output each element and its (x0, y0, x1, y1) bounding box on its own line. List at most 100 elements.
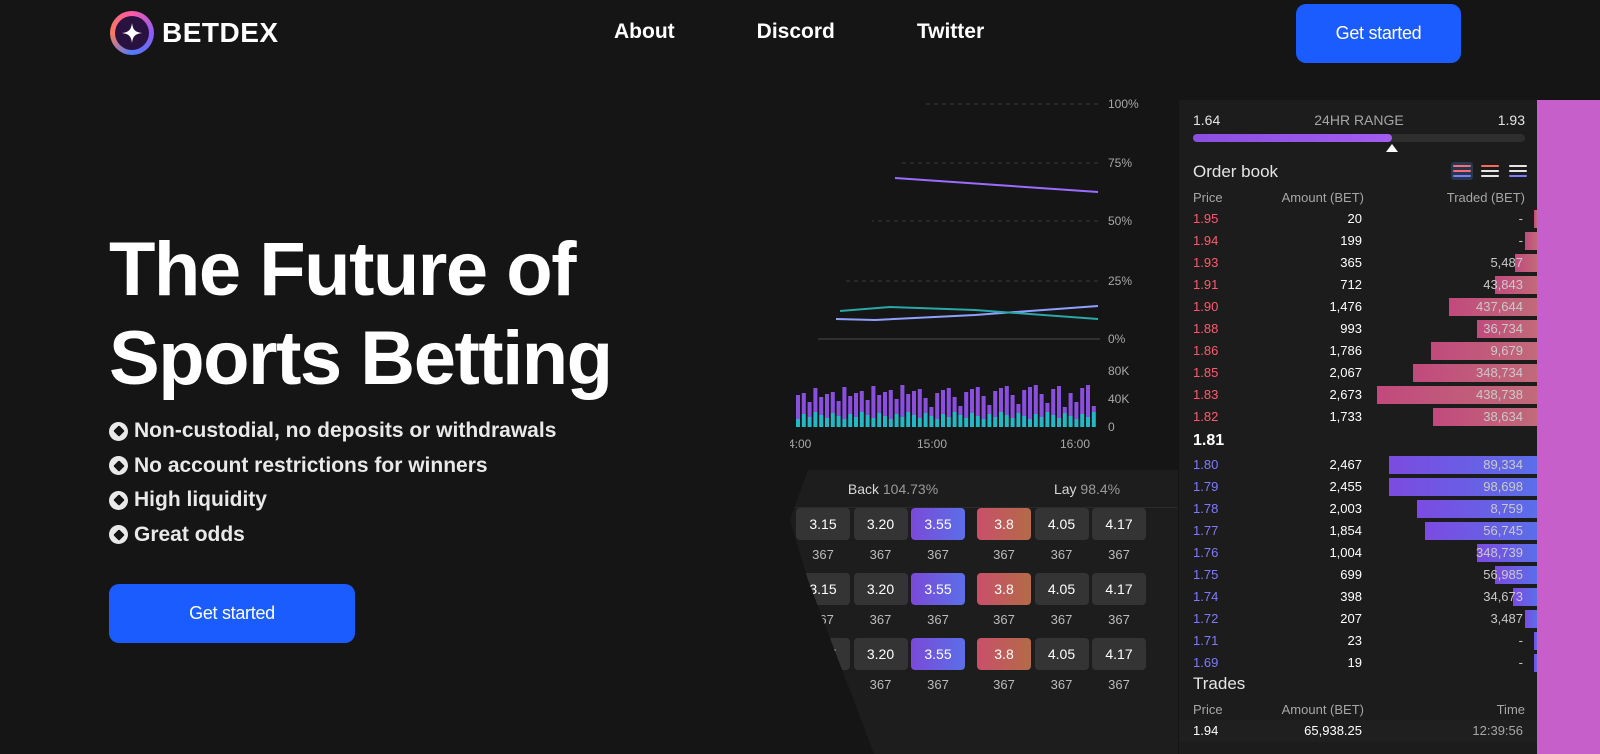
row-traded: 438,738 (1476, 387, 1523, 402)
volume-bar (1086, 385, 1090, 417)
ask-row[interactable]: 1.94 199 - (1179, 230, 1537, 252)
bid-row[interactable]: 1.75 699 56,985 (1179, 564, 1537, 586)
volume-bar (958, 406, 963, 415)
volume-bar (1022, 390, 1027, 416)
col-price: Price (1193, 190, 1223, 205)
volume-bar-base (830, 413, 835, 427)
volume-bar-base (825, 418, 829, 427)
row-amount: 1,004 (1329, 545, 1362, 560)
bid-row[interactable]: 1.78 2,003 8,759 (1179, 498, 1537, 520)
soccer-ball-icon (109, 456, 128, 476)
volume-bar (987, 405, 992, 414)
nav-link-discord[interactable]: Discord (756, 20, 835, 43)
ask-row[interactable]: 1.85 2,067 348,734 (1179, 362, 1537, 384)
row-price: 1.74 (1193, 589, 1219, 604)
back-odds-button[interactable]: 3.20 (853, 508, 908, 540)
volume-bar (877, 395, 882, 413)
bid-row[interactable]: 1.69 19 - (1179, 652, 1537, 674)
feature-text: No account restrictions for winners (134, 453, 488, 477)
ask-row[interactable]: 1.95 20 - (1179, 208, 1537, 230)
volume-bar (842, 387, 847, 419)
back-odds-button[interactable]: 3.15 (796, 573, 850, 605)
back-odds-button[interactable]: 3.15 (796, 508, 850, 540)
volume-bar-base (1022, 416, 1027, 427)
ask-row[interactable]: 1.91 712 43,843 (1179, 274, 1537, 296)
volume-bar (952, 397, 957, 412)
volume-bar-base (1010, 418, 1015, 427)
row-traded: 437,644 (1476, 299, 1523, 314)
bid-row[interactable]: 1.77 1,854 56,745 (1179, 520, 1537, 542)
volume-bar-base (1028, 419, 1032, 427)
back-summary: Back 104.73% (848, 481, 938, 497)
ask-row[interactable]: 1.90 1,476 437,644 (1179, 296, 1537, 318)
ask-row[interactable]: 1.86 1,786 9,679 (1179, 340, 1537, 362)
bid-row[interactable]: 1.74 398 34,673 (1179, 586, 1537, 608)
lay-odds-button[interactable]: 4.05 (1034, 508, 1089, 540)
bid-row[interactable]: 1.76 1,004 348,739 (1179, 542, 1537, 564)
nav-link-about[interactable]: About (614, 20, 675, 43)
nav-links: About Discord Twitter (614, 20, 984, 44)
feature-text: Non-custodial, no deposits or withdrawal… (134, 419, 557, 443)
back-odds-cell: 3.15 367 (796, 638, 850, 692)
back-odds-cell: 3.15 367 (796, 573, 850, 627)
logo[interactable]: BETDEX (110, 11, 279, 55)
back-odds-button[interactable]: 3.55 (911, 638, 965, 670)
ask-row[interactable]: 1.88 993 36,734 (1179, 318, 1537, 340)
order-book-panel: 1.64 24HR RANGE 1.93 Order book Price Am… (1179, 100, 1537, 754)
back-odds-button[interactable]: 3.15 (796, 638, 850, 670)
nav-get-started-button[interactable]: Get started (1296, 4, 1461, 63)
chart-y-axis: 100% 75% 50% 25% 0% 80K 40K 0 (1108, 97, 1139, 434)
row-price: 1.83 (1193, 387, 1219, 402)
row-price: 1.72 (1193, 611, 1219, 626)
ask-row[interactable]: 1.82 1,733 38,634 (1179, 406, 1537, 428)
bid-row[interactable]: 1.79 2,455 98,698 (1179, 476, 1537, 498)
row-amount: 1,733 (1329, 409, 1362, 424)
volume-bar (941, 390, 945, 414)
row-amount: 19 (1347, 655, 1362, 670)
ask-row[interactable]: 1.83 2,673 438,738 (1179, 384, 1537, 406)
lay-odds-cell: 3.8 367 (977, 508, 1031, 562)
row-traded: - (1518, 233, 1523, 248)
nav-link-twitter[interactable]: Twitter (916, 20, 985, 43)
back-odds-button[interactable]: 3.20 (853, 638, 908, 670)
view-asks-icon[interactable] (1479, 162, 1501, 180)
row-price: 1.78 (1193, 501, 1219, 516)
bid-row[interactable]: 1.80 2,467 89,334 (1179, 454, 1537, 476)
volume-bars (796, 385, 1096, 427)
depth-bar (1513, 588, 1537, 606)
back-odds-button[interactable]: 3.55 (911, 573, 965, 605)
lay-odds-cell: 4.05 367 (1034, 508, 1089, 562)
lay-odds-button[interactable]: 4.05 (1034, 638, 1089, 670)
lay-odds-button[interactable]: 4.17 (1092, 573, 1146, 605)
lay-odds-button[interactable]: 3.8 (977, 573, 1031, 605)
y-tick: 25% (1108, 274, 1132, 288)
depth-bar (1515, 254, 1537, 272)
bid-row[interactable]: 1.72 207 3,487 (1179, 608, 1537, 630)
feature-text: Great odds (134, 522, 245, 546)
odds-size: 367 (812, 677, 834, 692)
volume-bar (975, 387, 980, 416)
order-book-view-toggles (1451, 162, 1529, 180)
odds-size: 367 (869, 547, 892, 562)
lay-odds-button[interactable]: 4.17 (1092, 638, 1146, 670)
hero-get-started-button[interactable]: Get started (109, 584, 355, 643)
back-odds-button[interactable]: 3.20 (853, 573, 908, 605)
row-traded: 89,334 (1483, 457, 1523, 472)
bid-row[interactable]: 1.71 23 - (1179, 630, 1537, 652)
lay-odds-button[interactable]: 3.8 (977, 638, 1031, 670)
view-bids-icon[interactable] (1507, 162, 1529, 180)
trade-row[interactable]: 1.94 65,938.25 12:39:56 (1179, 720, 1537, 742)
order-book-title: Order book (1193, 162, 1279, 181)
volume-bar-base (917, 418, 922, 427)
ask-row[interactable]: 1.93 365 5,487 (1179, 252, 1537, 274)
view-both-icon[interactable] (1451, 162, 1473, 180)
lay-odds-cell: 3.8 367 (977, 638, 1031, 692)
row-traded: 34,673 (1483, 589, 1523, 604)
lay-odds-button[interactable]: 4.05 (1034, 573, 1089, 605)
lay-odds-button[interactable]: 3.8 (977, 508, 1031, 540)
row-traded: 3,487 (1490, 611, 1523, 626)
row-amount: 2,455 (1329, 479, 1362, 494)
lay-odds-button[interactable]: 4.17 (1092, 508, 1146, 540)
back-odds-button[interactable]: 3.55 (911, 508, 965, 540)
volume-bar (796, 395, 800, 419)
